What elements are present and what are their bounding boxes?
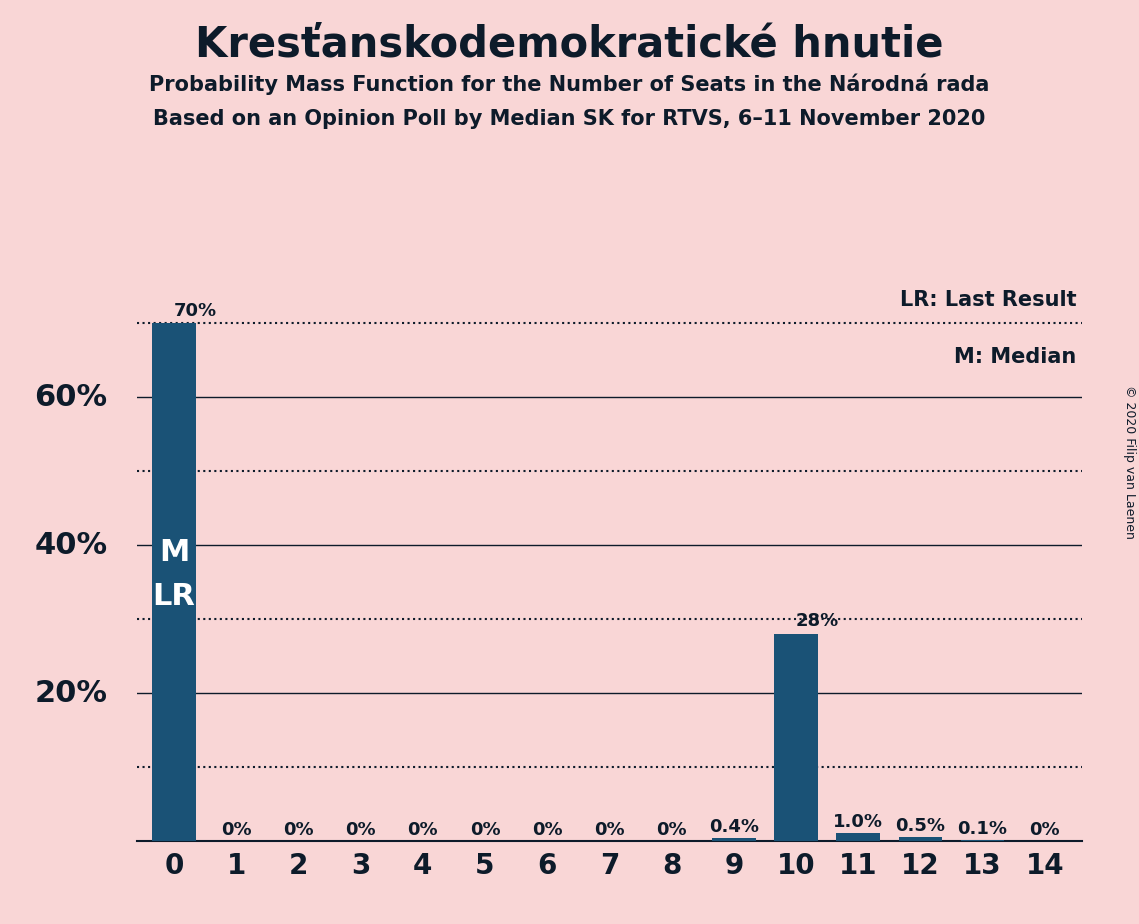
Text: Probability Mass Function for the Number of Seats in the Národná rada: Probability Mass Function for the Number…	[149, 74, 990, 95]
Text: 20%: 20%	[34, 678, 107, 708]
Text: LR: LR	[153, 582, 196, 612]
Bar	[836, 833, 880, 841]
Text: 0%: 0%	[284, 821, 313, 839]
Text: 0.4%: 0.4%	[708, 818, 759, 835]
Bar	[775, 634, 818, 841]
Text: 1.0%: 1.0%	[833, 813, 883, 832]
Text: 40%: 40%	[34, 530, 107, 560]
Text: 0%: 0%	[532, 821, 563, 839]
Text: 0%: 0%	[656, 821, 687, 839]
Text: 0.5%: 0.5%	[895, 817, 945, 835]
Text: 60%: 60%	[34, 383, 107, 412]
Text: 0%: 0%	[408, 821, 439, 839]
Bar	[153, 323, 196, 841]
Text: 0%: 0%	[345, 821, 376, 839]
Text: 28%: 28%	[796, 613, 839, 630]
Text: © 2020 Filip van Laenen: © 2020 Filip van Laenen	[1123, 385, 1137, 539]
Text: LR: Last Result: LR: Last Result	[900, 289, 1076, 310]
Text: 70%: 70%	[174, 302, 218, 320]
Text: 0%: 0%	[221, 821, 252, 839]
Text: M: M	[158, 538, 189, 567]
Text: 0%: 0%	[469, 821, 500, 839]
Text: 0%: 0%	[595, 821, 624, 839]
Text: M: Median: M: Median	[954, 346, 1076, 367]
Text: 0.1%: 0.1%	[958, 820, 1008, 838]
Bar	[899, 837, 942, 841]
Text: 0%: 0%	[1030, 821, 1060, 839]
Text: Based on an Opinion Poll by Median SK for RTVS, 6–11 November 2020: Based on an Opinion Poll by Median SK fo…	[154, 109, 985, 129]
Text: Kresťanskodemokratické hnutie: Kresťanskodemokratické hnutie	[195, 23, 944, 65]
Bar	[712, 838, 755, 841]
